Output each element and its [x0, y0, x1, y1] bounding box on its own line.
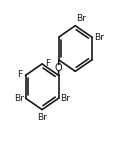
Text: Br: Br: [77, 14, 86, 23]
Text: Br: Br: [60, 94, 70, 103]
Text: F: F: [17, 70, 22, 79]
Text: F: F: [45, 59, 50, 68]
Text: Br: Br: [94, 33, 104, 42]
Text: Br: Br: [37, 113, 47, 122]
Text: Br: Br: [14, 94, 24, 103]
Text: O: O: [55, 63, 62, 73]
